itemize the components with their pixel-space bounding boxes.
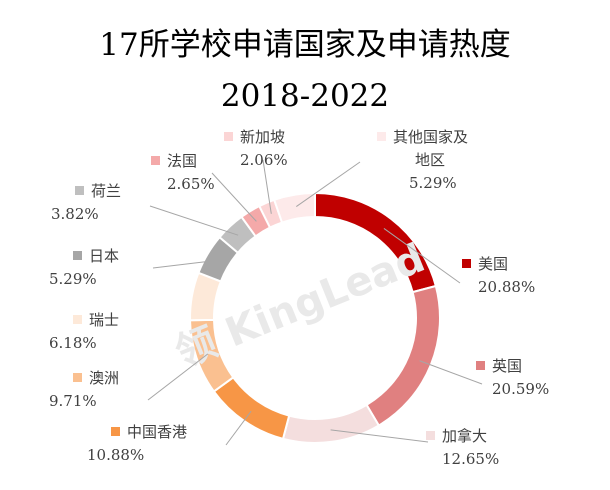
slice-3 (212, 375, 291, 441)
legend-swatch-3 (111, 427, 120, 436)
legend-swatch-8 (151, 156, 160, 165)
leader-line-1 (419, 360, 483, 385)
legend-swatch-10 (377, 132, 386, 141)
legend-swatch-2 (426, 431, 435, 440)
category-label-2: 加拿大 (442, 427, 487, 445)
value-label-8: 2.65% (167, 175, 215, 193)
value-label-7: 3.82% (51, 205, 99, 223)
leader-line-6 (152, 259, 218, 269)
value-label-6: 5.29% (49, 270, 97, 288)
legend-swatch-5 (73, 315, 82, 324)
leader-lines-group (147, 159, 483, 446)
chart-subtitle: 2018-2022 (221, 78, 389, 114)
legend-swatch-7 (75, 186, 84, 195)
leader-line-10 (296, 161, 361, 207)
category-label-8: 法国 (167, 152, 197, 170)
leader-line-8 (211, 172, 257, 222)
slice-1 (365, 284, 441, 427)
leader-line-4 (147, 353, 209, 401)
data-label-8: 法国 2.65% (151, 152, 215, 193)
leader-line-9 (262, 159, 272, 214)
leader-line-3 (225, 410, 252, 446)
slices-group (189, 191, 441, 444)
value-label-5: 6.18% (49, 334, 97, 352)
category-label-6: 日本 (89, 247, 119, 265)
data-label-7: 荷兰 3.82% (51, 182, 121, 223)
legend-swatch-9 (224, 132, 233, 141)
value-label-3: 10.88% (87, 446, 144, 464)
value-label-10: 5.29% (409, 174, 457, 192)
chart-title: 17所学校申请国家及申请热度 (99, 27, 510, 63)
category-label-7: 荷兰 (91, 182, 121, 200)
data-label-4: 澳洲 9.71% (49, 369, 119, 410)
legend-swatch-6 (73, 251, 82, 260)
slice-2 (281, 403, 381, 444)
data-label-3: 中国香港 10.88% (87, 423, 187, 464)
labels-group: 美国 20.88% 英国 20.59% 加拿大 12.65% 中国香港 10.88% 澳洲 9.7… (49, 128, 549, 468)
leader-line-0 (383, 228, 461, 284)
leader-line-7 (149, 205, 239, 236)
value-label-0: 20.88% (478, 278, 535, 296)
value-label-9: 2.06% (240, 151, 288, 169)
category-label-10-line2: 地区 (415, 151, 445, 169)
category-label-9: 新加坡 (240, 128, 285, 146)
value-label-4: 9.71% (49, 392, 97, 410)
data-label-9: 新加坡 2.06% (224, 128, 288, 169)
category-label-0: 美国 (478, 255, 508, 273)
data-label-5: 瑞士 6.18% (49, 311, 119, 352)
data-label-1: 英国 20.59% (476, 357, 549, 398)
leader-line-2 (330, 429, 429, 443)
category-label-1: 英国 (492, 357, 522, 375)
data-label-0: 美国 20.88% (462, 255, 535, 296)
legend-swatch-0 (462, 259, 471, 268)
data-label-2: 加拿大 12.65% (426, 427, 499, 468)
value-label-2: 12.65% (442, 450, 499, 468)
data-label-6: 日本 5.29% (49, 247, 119, 288)
category-label-10: 其他国家及 (393, 128, 468, 146)
category-label-3: 中国香港 (127, 423, 187, 441)
legend-swatch-1 (476, 361, 485, 370)
legend-swatch-4 (73, 373, 82, 382)
value-label-1: 20.59% (492, 380, 549, 398)
category-label-4: 澳洲 (89, 369, 119, 387)
category-label-5: 瑞士 (89, 311, 119, 329)
